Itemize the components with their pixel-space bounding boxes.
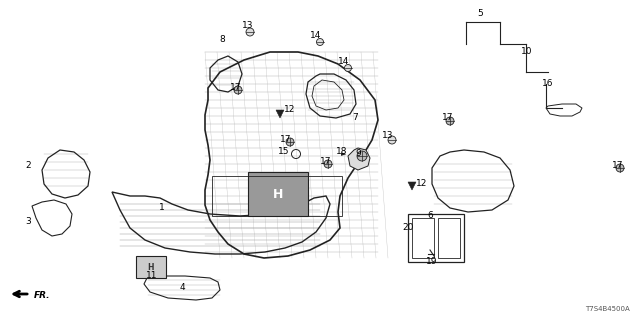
Circle shape [388,136,396,144]
Text: 11: 11 [147,271,157,281]
Text: H: H [273,188,283,201]
Bar [438,218,460,258]
Circle shape [344,65,351,71]
Circle shape [616,164,624,172]
Text: 17: 17 [320,157,332,166]
Polygon shape [408,182,416,190]
Text: FR.: FR. [34,291,51,300]
Bar [136,256,166,278]
Text: 19: 19 [426,258,438,267]
Text: 1: 1 [159,204,165,212]
Text: 5: 5 [477,10,483,19]
Text: 15: 15 [278,148,290,156]
Text: 13: 13 [243,21,253,30]
Text: 18: 18 [336,148,348,156]
Polygon shape [348,148,370,170]
Polygon shape [276,110,284,118]
Text: 6: 6 [427,211,433,220]
Circle shape [246,28,254,36]
Text: 4: 4 [179,284,185,292]
Text: 14: 14 [310,31,322,41]
Circle shape [446,117,454,125]
Text: 14: 14 [339,58,349,67]
Text: 10: 10 [521,47,532,57]
Text: 9: 9 [355,148,361,157]
Text: 8: 8 [219,36,225,44]
Circle shape [317,38,323,45]
Circle shape [324,160,332,168]
Circle shape [286,138,294,146]
Circle shape [357,151,367,161]
Text: 17: 17 [612,162,624,171]
Bar [408,214,464,262]
Text: 3: 3 [25,218,31,227]
Text: 13: 13 [382,132,394,140]
Text: T7S4B4500A: T7S4B4500A [585,306,630,312]
Text: 16: 16 [542,79,554,89]
Text: 17: 17 [442,114,454,123]
Bar [412,218,434,258]
Circle shape [234,86,242,94]
Text: 2: 2 [25,161,31,170]
Text: 12: 12 [416,179,428,188]
Bar [212,176,342,216]
Text: 17: 17 [230,84,242,92]
Text: 7: 7 [352,114,358,123]
Text: 20: 20 [403,223,413,233]
Text: 12: 12 [284,106,296,115]
Text: H: H [148,262,154,271]
Text: 17: 17 [280,135,292,145]
Bar [248,172,308,216]
Text: ►: ► [341,151,347,157]
